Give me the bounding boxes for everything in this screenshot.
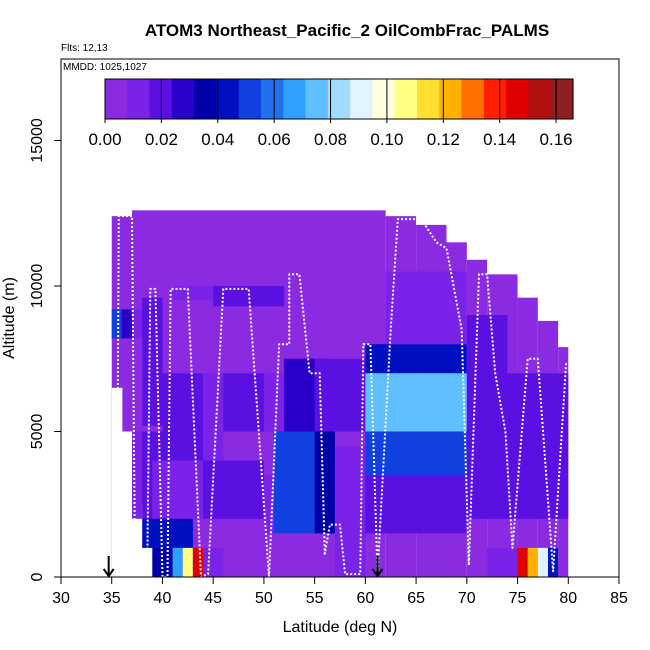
flight-track-layer [115, 215, 568, 577]
colorbar-swatch [461, 79, 485, 119]
colorbar: 0.00 0.02 0.04 0.06 0.08 0.10 0.12 0.14 0.16 [88, 78, 574, 149]
colorbar-tick-label: 0.04 [201, 130, 234, 149]
heatmap-cell [172, 547, 183, 577]
heatmap-cell [365, 475, 467, 534]
heatmap-cells [111, 271, 569, 577]
colorbar-swatch [394, 79, 418, 119]
heatmap-cell [203, 547, 224, 577]
marker-arrow-head [371, 568, 384, 578]
domain-gap [142, 547, 153, 577]
heatmap-cell [487, 547, 518, 577]
colorbar-tick-label: 0.08 [314, 130, 347, 149]
heatmap-cell [263, 373, 285, 432]
heatmap-cell [132, 431, 143, 519]
heatmap-cell [203, 373, 224, 461]
colorbar-swatch [127, 79, 151, 119]
colorbar-swatch [261, 79, 284, 119]
colorbar-swatch [305, 79, 329, 119]
y-tick-label: 10000 [29, 264, 46, 309]
heatmap-cell [213, 285, 285, 307]
colorbar-tick-label: 0.06 [258, 130, 291, 149]
heatmap-cell [142, 297, 153, 426]
flights-annotation: Flts: 12,13 [61, 43, 108, 54]
y-tick-label: 5000 [29, 414, 46, 450]
heatmap-cell [365, 373, 467, 432]
heatmap-cell [132, 309, 143, 339]
heatmap-cell [182, 547, 193, 577]
heatmap-cell [466, 315, 508, 519]
x-tick-label: 30 [52, 590, 70, 607]
colorbar-swatch [483, 79, 507, 119]
x-tick-label: 45 [204, 590, 222, 607]
marker-layer [102, 556, 384, 578]
x-tick-label: 65 [407, 590, 425, 607]
colorbar-swatch [528, 79, 552, 119]
colorbar-swatch [439, 79, 463, 119]
heatmap-cell [274, 431, 315, 534]
heatmap-cell [152, 460, 204, 519]
x-tick-label: 85 [610, 590, 628, 607]
heatmap-cell [162, 373, 183, 461]
heatmap-cell [111, 309, 122, 339]
domain-gap [121, 431, 133, 577]
domain-gap [132, 504, 143, 577]
heatmap-cell [507, 373, 569, 519]
x-axis-label: Latitude (deg N) [283, 619, 398, 636]
marker-arrow-head [102, 568, 115, 578]
colorbar-swatch [105, 79, 128, 119]
x-tick-label: 40 [154, 590, 172, 607]
colorbar-swatch [350, 79, 374, 119]
x-tick-label: 60 [356, 590, 374, 607]
colorbar-swatch [171, 79, 195, 119]
x-tick-label: 70 [458, 590, 476, 607]
heatmap-cell [365, 344, 467, 374]
colorbar-tick-label: 0.00 [88, 130, 121, 149]
chart-title: ATOM3 Northeast_Pacific_2 OilCombFrac_PA… [145, 21, 549, 40]
x-axis: 30 35 40 45 50 55 60 65 70 75 80 85 [52, 576, 628, 607]
colorbar-swatch [550, 79, 574, 119]
colorbar-tick-label: 0.10 [370, 130, 403, 149]
date-annotation: MMDD: 1025,1027 [63, 62, 147, 73]
heatmap-cell [517, 547, 528, 577]
colorbar-tick-label: 0.14 [483, 130, 516, 149]
heatmap-cell [172, 285, 214, 301]
colorbar-tick-label: 0.02 [145, 130, 178, 149]
colorbar-swatch [372, 79, 396, 119]
heatmap-cell [152, 297, 163, 426]
heatmap-cell [385, 271, 467, 345]
x-tick-label: 55 [306, 590, 324, 607]
colorbar-swatch [216, 79, 240, 119]
flight-track [115, 215, 568, 577]
heatmap-cell [314, 431, 335, 534]
heatmap-cell [192, 547, 204, 577]
x-tick-label: 80 [559, 590, 577, 607]
x-tick-label: 50 [255, 590, 273, 607]
colorbar-swatch [238, 79, 262, 119]
colorbar-tick-label: 0.16 [540, 130, 573, 149]
colorbar-swatch [417, 79, 440, 119]
colorbar-swatch [327, 79, 351, 119]
heatmap-cell [527, 547, 538, 577]
colorbar-swatch [506, 79, 530, 119]
x-tick-label: 35 [103, 590, 121, 607]
y-tick-label: 0 [29, 572, 46, 581]
y-axis: 0 5000 10000 15000 [29, 118, 62, 581]
heatmap-cell [314, 358, 366, 432]
colorbar-swatch [194, 79, 218, 119]
y-axis-label: Altitude (m) [1, 277, 18, 359]
y-tick-label: 15000 [29, 118, 46, 163]
heatmap-cell [537, 547, 548, 577]
heatmap-cell [365, 431, 467, 476]
heatmap-cell [121, 309, 133, 339]
colorbar-tick-label: 0.12 [427, 130, 460, 149]
colorbar-swatch [283, 79, 307, 119]
domain-gap [111, 387, 123, 577]
x-tick-label: 75 [509, 590, 527, 607]
